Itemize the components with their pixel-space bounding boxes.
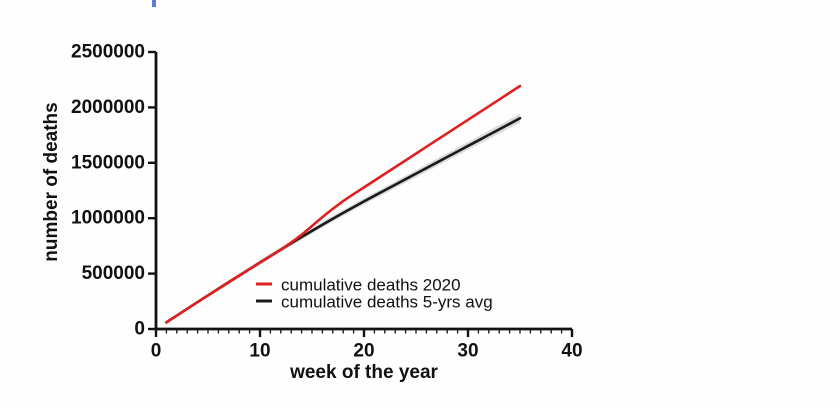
y-axis-title: number of deaths <box>41 102 62 261</box>
x-tick-label: 40 <box>561 341 582 362</box>
x-tick-label: 20 <box>353 341 374 362</box>
x-tick-label: 30 <box>457 341 478 362</box>
y-tick-label: 500000 <box>82 263 145 284</box>
series-line-cumulative-deaths-2020 <box>165 84 522 324</box>
y-tick-label: 1000000 <box>71 208 145 229</box>
x-tick-label: 0 <box>151 341 162 362</box>
stray-cursor-artifact <box>152 0 156 7</box>
y-tick-label: 2500000 <box>71 42 145 63</box>
y-tick-label: 1500000 <box>71 152 145 173</box>
x-tick-label: 10 <box>249 341 270 362</box>
y-tick-label: 2000000 <box>71 97 145 118</box>
legend: cumulative deaths 2020 cumulative deaths… <box>256 276 493 312</box>
axes-group: 0 500000 1000000 1500000 2000000 2500000 0 10 20… <box>71 42 583 362</box>
legend-label-5yr-avg: cumulative deaths 5-yrs avg <box>281 293 493 312</box>
x-axis-title: week of the year <box>289 362 438 383</box>
y-tick-label: 0 <box>134 319 145 340</box>
series-group <box>165 84 522 324</box>
legend-label-2020: cumulative deaths 2020 <box>281 276 461 295</box>
